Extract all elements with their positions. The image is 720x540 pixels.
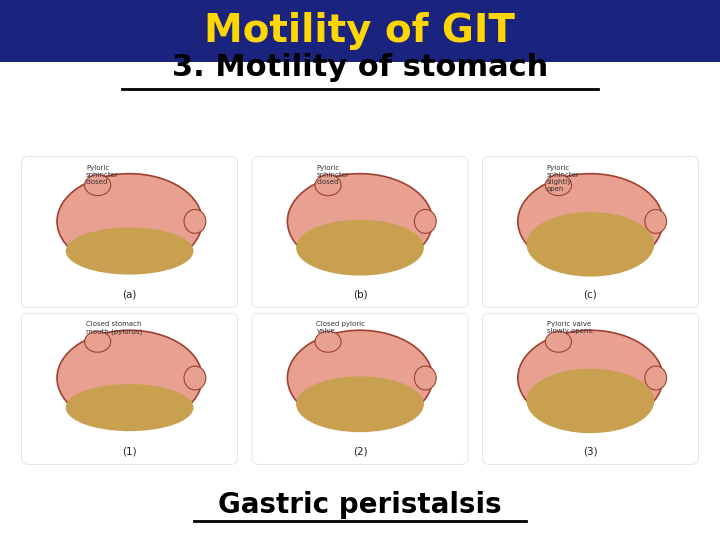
Ellipse shape	[184, 366, 206, 390]
Ellipse shape	[184, 210, 206, 233]
Text: Pyloric
sphincter
closed: Pyloric sphincter closed	[317, 165, 349, 185]
Ellipse shape	[546, 174, 572, 195]
Ellipse shape	[518, 330, 663, 426]
Ellipse shape	[287, 330, 433, 426]
FancyBboxPatch shape	[482, 313, 698, 464]
Ellipse shape	[85, 331, 111, 352]
Ellipse shape	[57, 174, 202, 269]
Text: (2): (2)	[353, 446, 367, 456]
Ellipse shape	[66, 384, 194, 431]
Ellipse shape	[66, 227, 194, 274]
Text: (1): (1)	[122, 446, 137, 456]
Text: Pyloric
sphincter
slightly
open: Pyloric sphincter slightly open	[547, 165, 580, 192]
Ellipse shape	[415, 366, 436, 390]
Ellipse shape	[315, 331, 341, 352]
Ellipse shape	[526, 369, 654, 433]
FancyBboxPatch shape	[22, 313, 238, 464]
Ellipse shape	[415, 210, 436, 233]
Ellipse shape	[287, 174, 433, 269]
Ellipse shape	[85, 174, 111, 195]
Ellipse shape	[315, 174, 341, 195]
Text: (c): (c)	[583, 289, 598, 300]
Text: Motility of GIT: Motility of GIT	[204, 12, 516, 50]
Text: (b): (b)	[353, 289, 367, 300]
FancyBboxPatch shape	[482, 157, 698, 308]
Ellipse shape	[526, 212, 654, 276]
FancyBboxPatch shape	[22, 157, 238, 308]
Text: Pyloric valve
slowly opens.: Pyloric valve slowly opens.	[547, 321, 594, 334]
Ellipse shape	[518, 174, 663, 269]
FancyBboxPatch shape	[0, 0, 720, 62]
Ellipse shape	[546, 331, 572, 352]
Ellipse shape	[645, 210, 667, 233]
Text: Closed stomach
mouth (pylorus): Closed stomach mouth (pylorus)	[86, 321, 143, 335]
FancyBboxPatch shape	[252, 313, 468, 464]
Ellipse shape	[645, 366, 667, 390]
Ellipse shape	[296, 376, 424, 432]
Text: 3. Motility of stomach: 3. Motility of stomach	[172, 53, 548, 82]
FancyBboxPatch shape	[252, 157, 468, 308]
Ellipse shape	[57, 330, 202, 426]
Text: Gastric peristalsis: Gastric peristalsis	[218, 491, 502, 519]
Text: (3): (3)	[583, 446, 598, 456]
Text: Pyloric
sphincter
closed: Pyloric sphincter closed	[86, 165, 119, 185]
Text: Closed pyloric
valve: Closed pyloric valve	[317, 321, 366, 334]
Ellipse shape	[296, 220, 424, 275]
Text: (a): (a)	[122, 289, 137, 300]
